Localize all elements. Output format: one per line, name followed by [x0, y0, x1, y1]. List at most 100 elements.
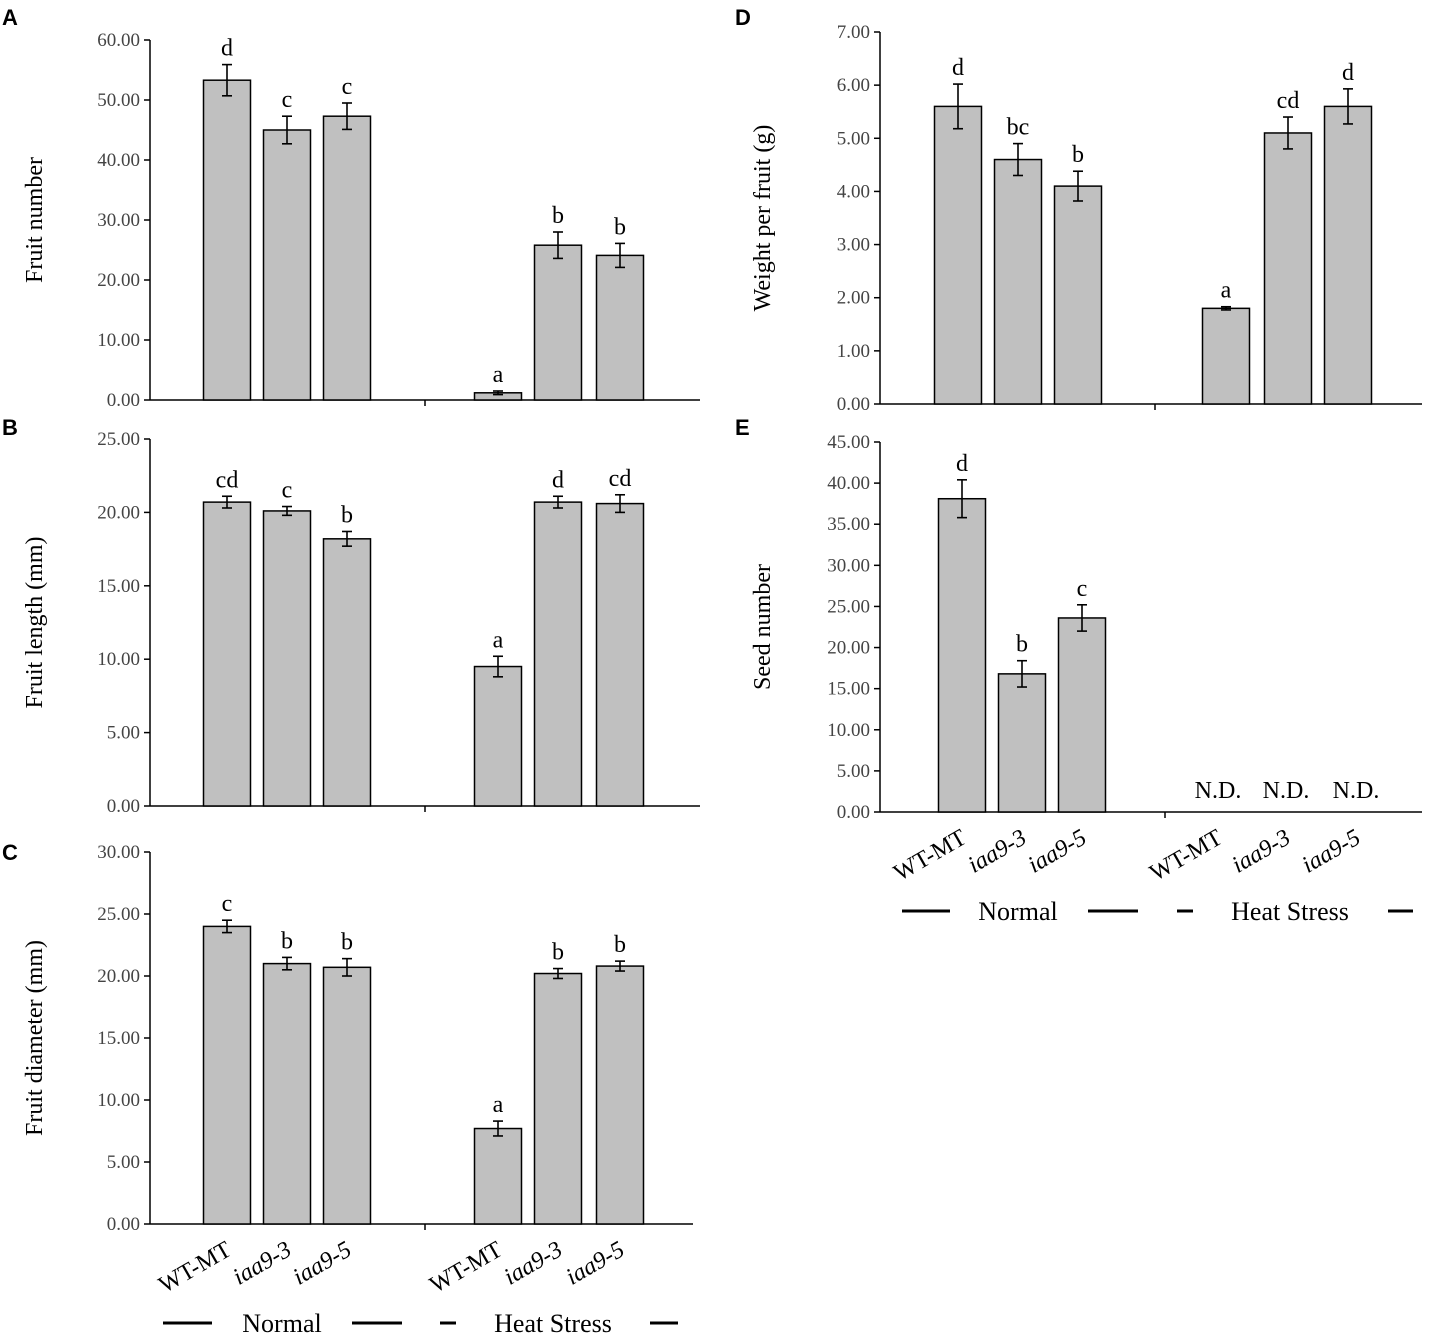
- significance-label: c: [1077, 576, 1088, 602]
- category-label: WT-MT: [889, 825, 971, 887]
- significance-label: cd: [1277, 88, 1300, 114]
- bar: [933, 105, 983, 405]
- y-tick-label: 45.00: [827, 432, 870, 453]
- chart-panel-c: C 0.00 5.00 10.00 15.00 20.00 25.00 30.00 Fruit …: [2, 840, 693, 1338]
- y-tick-label: 30.00: [97, 842, 140, 863]
- chart-panel-a: A 0.00 10.00 20.00 30.00 40.00 50.00 60.00 Fruit…: [2, 5, 700, 411]
- group-label: Heat Stress: [494, 1309, 612, 1338]
- y-tick-label: 1.00: [837, 341, 870, 362]
- significance-label: b: [614, 214, 626, 240]
- category-label: WT-MT: [1145, 825, 1227, 887]
- y-axis-label: Fruit number: [22, 157, 48, 283]
- nd-label: N.D.: [1333, 778, 1380, 804]
- y-tick-label: 20.00: [97, 270, 140, 291]
- significance-label: a: [493, 1092, 504, 1118]
- y-tick-label: 30.00: [97, 210, 140, 231]
- significance-label: c: [342, 74, 353, 100]
- chart-panel-e: E 0.00 5.00 10.00 15.00 20.00 25.00 30.00 35.00 4…: [735, 415, 1422, 926]
- category-label: iaa9-5: [562, 1237, 629, 1291]
- y-axis-label: Fruit diameter (mm): [22, 940, 48, 1136]
- y-tick-label: 5.00: [837, 761, 870, 782]
- significance-label: b: [614, 932, 626, 958]
- bar: [262, 129, 312, 401]
- significance-label: a: [1221, 278, 1232, 304]
- category-label: iaa9-5: [1024, 825, 1091, 879]
- bar: [937, 497, 987, 813]
- y-tick-label: 7.00: [837, 22, 870, 43]
- bar: [533, 972, 583, 1225]
- significance-label: b: [1072, 142, 1084, 168]
- y-tick-label: 20.00: [827, 638, 870, 659]
- chart-panel-b: B 0.00 5.00 10.00 15.00 20.00 25.00 Fruit lengt…: [2, 415, 700, 817]
- bar: [1201, 307, 1251, 405]
- significance-label: b: [281, 928, 293, 954]
- bar: [533, 501, 583, 807]
- nd-label: N.D.: [1263, 778, 1310, 804]
- category-label: iaa9-5: [1298, 825, 1365, 879]
- significance-label: d: [1342, 60, 1354, 86]
- significance-label: c: [222, 891, 233, 917]
- y-tick-label: 35.00: [827, 514, 870, 535]
- bar: [322, 538, 372, 807]
- bar: [1323, 105, 1373, 405]
- y-tick-label: 0.00: [837, 802, 870, 823]
- category-label: iaa9-3: [964, 825, 1031, 879]
- bar: [202, 79, 252, 401]
- y-tick-label: 10.00: [97, 330, 140, 351]
- y-tick-label: 25.00: [97, 904, 140, 925]
- bar: [322, 115, 372, 401]
- bar: [473, 665, 523, 807]
- y-tick-label: 0.00: [107, 796, 140, 817]
- significance-label: b: [552, 203, 564, 229]
- bar: [1263, 132, 1313, 405]
- bar: [1057, 617, 1107, 813]
- y-tick-label: 20.00: [97, 966, 140, 987]
- significance-label: b: [341, 502, 353, 528]
- bar: [322, 966, 372, 1225]
- y-tick-label: 2.00: [837, 288, 870, 309]
- bar: [595, 965, 645, 1225]
- y-tick-label: 10.00: [827, 720, 870, 741]
- panel-letter: E: [735, 415, 750, 440]
- y-tick-label: 0.00: [107, 390, 140, 411]
- panel-letter: A: [2, 5, 18, 30]
- bar: [202, 501, 252, 807]
- significance-label: d: [952, 55, 964, 81]
- y-axis-label: Fruit length (mm): [22, 537, 48, 709]
- significance-label: d: [956, 451, 968, 477]
- significance-label: b: [341, 930, 353, 956]
- y-tick-label: 25.00: [827, 596, 870, 617]
- group-label: Normal: [242, 1309, 321, 1338]
- bar: [202, 925, 252, 1225]
- bar: [997, 673, 1047, 813]
- significance-label: bc: [1007, 115, 1030, 141]
- panel-letter: B: [2, 415, 18, 440]
- y-tick-label: 5.00: [107, 1152, 140, 1173]
- y-axis-label: Weight per fruit (g): [750, 125, 776, 312]
- y-tick-label: 4.00: [837, 181, 870, 202]
- nd-label: N.D.: [1195, 778, 1242, 804]
- y-tick-label: 25.00: [97, 429, 140, 450]
- significance-label: c: [282, 478, 293, 504]
- y-tick-label: 5.00: [107, 723, 140, 744]
- y-tick-label: 6.00: [837, 75, 870, 96]
- significance-label: b: [1016, 632, 1028, 658]
- y-tick-label: 3.00: [837, 235, 870, 256]
- significance-label: d: [552, 467, 564, 493]
- bar: [533, 244, 583, 401]
- chart-panel-d: D 0.00 1.00 2.00 3.00 4.00 5.00 6.00 7.00 Weight …: [735, 5, 1422, 415]
- y-tick-label: 15.00: [827, 679, 870, 700]
- significance-label: d: [221, 36, 233, 62]
- bar: [595, 254, 645, 401]
- category-label: iaa9-5: [289, 1237, 356, 1291]
- bar: [262, 510, 312, 807]
- significance-label: c: [282, 87, 293, 113]
- y-tick-label: 0.00: [107, 1214, 140, 1235]
- y-tick-label: 15.00: [97, 576, 140, 597]
- significance-label: cd: [216, 467, 239, 493]
- y-tick-label: 40.00: [97, 150, 140, 171]
- panel-letter: C: [2, 840, 18, 865]
- category-label: WT-MT: [154, 1237, 236, 1299]
- significance-label: b: [552, 940, 564, 966]
